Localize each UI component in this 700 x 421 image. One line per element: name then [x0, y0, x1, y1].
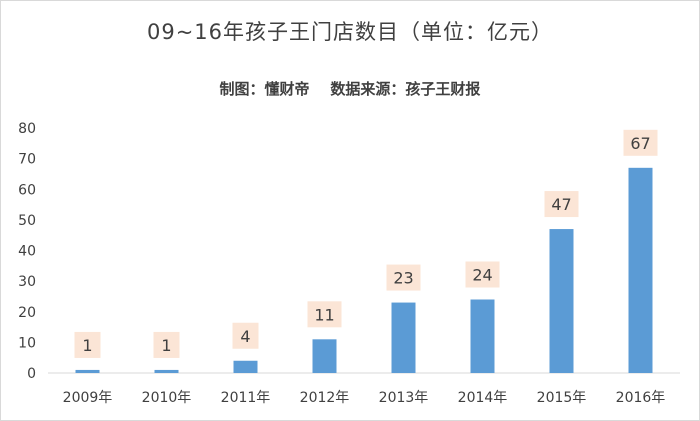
y-tick-label: 10 [18, 335, 36, 351]
bar [628, 167, 653, 373]
chart-title: 09~16年孩子王门店数目（单位：亿元） [146, 20, 554, 44]
x-tick-label: 2012年 [300, 390, 350, 406]
data-label: 23 [393, 269, 413, 288]
bar [154, 369, 179, 373]
x-tick-label: 2011年 [221, 390, 271, 406]
y-tick-label: 30 [18, 274, 36, 290]
data-label: 11 [314, 305, 334, 324]
x-tick-label: 2015年 [537, 390, 587, 406]
data-label: 1 [161, 336, 171, 355]
bar [391, 302, 416, 373]
x-tick-label: 2014年 [458, 390, 508, 406]
bar [233, 360, 258, 373]
y-tick-label: 0 [27, 366, 36, 382]
y-tick-label: 80 [18, 121, 36, 137]
bar [312, 339, 337, 373]
data-label-bg [544, 191, 579, 218]
y-tick-label: 20 [18, 305, 36, 321]
y-tick-label: 40 [18, 244, 36, 260]
data-label-bg [386, 264, 421, 291]
y-tick-label: 50 [18, 213, 36, 229]
x-tick-label: 2013年 [379, 390, 429, 406]
data-label: 4 [240, 327, 250, 346]
chart-subtitle: 制图：懂财帝 数据来源：孩子王财报 [219, 80, 481, 98]
data-label: 1 [82, 336, 92, 355]
data-label-bg [307, 301, 342, 328]
bar [75, 369, 100, 373]
data-label: 47 [551, 195, 571, 214]
bar [549, 229, 574, 373]
data-label-bg [74, 331, 101, 358]
data-label: 67 [630, 134, 650, 153]
x-tick-label: 2010年 [142, 390, 192, 406]
y-tick-label: 70 [18, 152, 36, 168]
data-label-bg [153, 331, 180, 358]
y-tick-label: 60 [18, 182, 36, 198]
x-tick-label: 2016年 [616, 390, 666, 406]
x-tick-label: 2009年 [63, 390, 113, 406]
data-label-bg [623, 129, 658, 156]
data-label: 24 [472, 266, 492, 285]
data-label-bg [232, 322, 259, 349]
bar [470, 299, 495, 373]
data-label-bg [465, 261, 500, 288]
